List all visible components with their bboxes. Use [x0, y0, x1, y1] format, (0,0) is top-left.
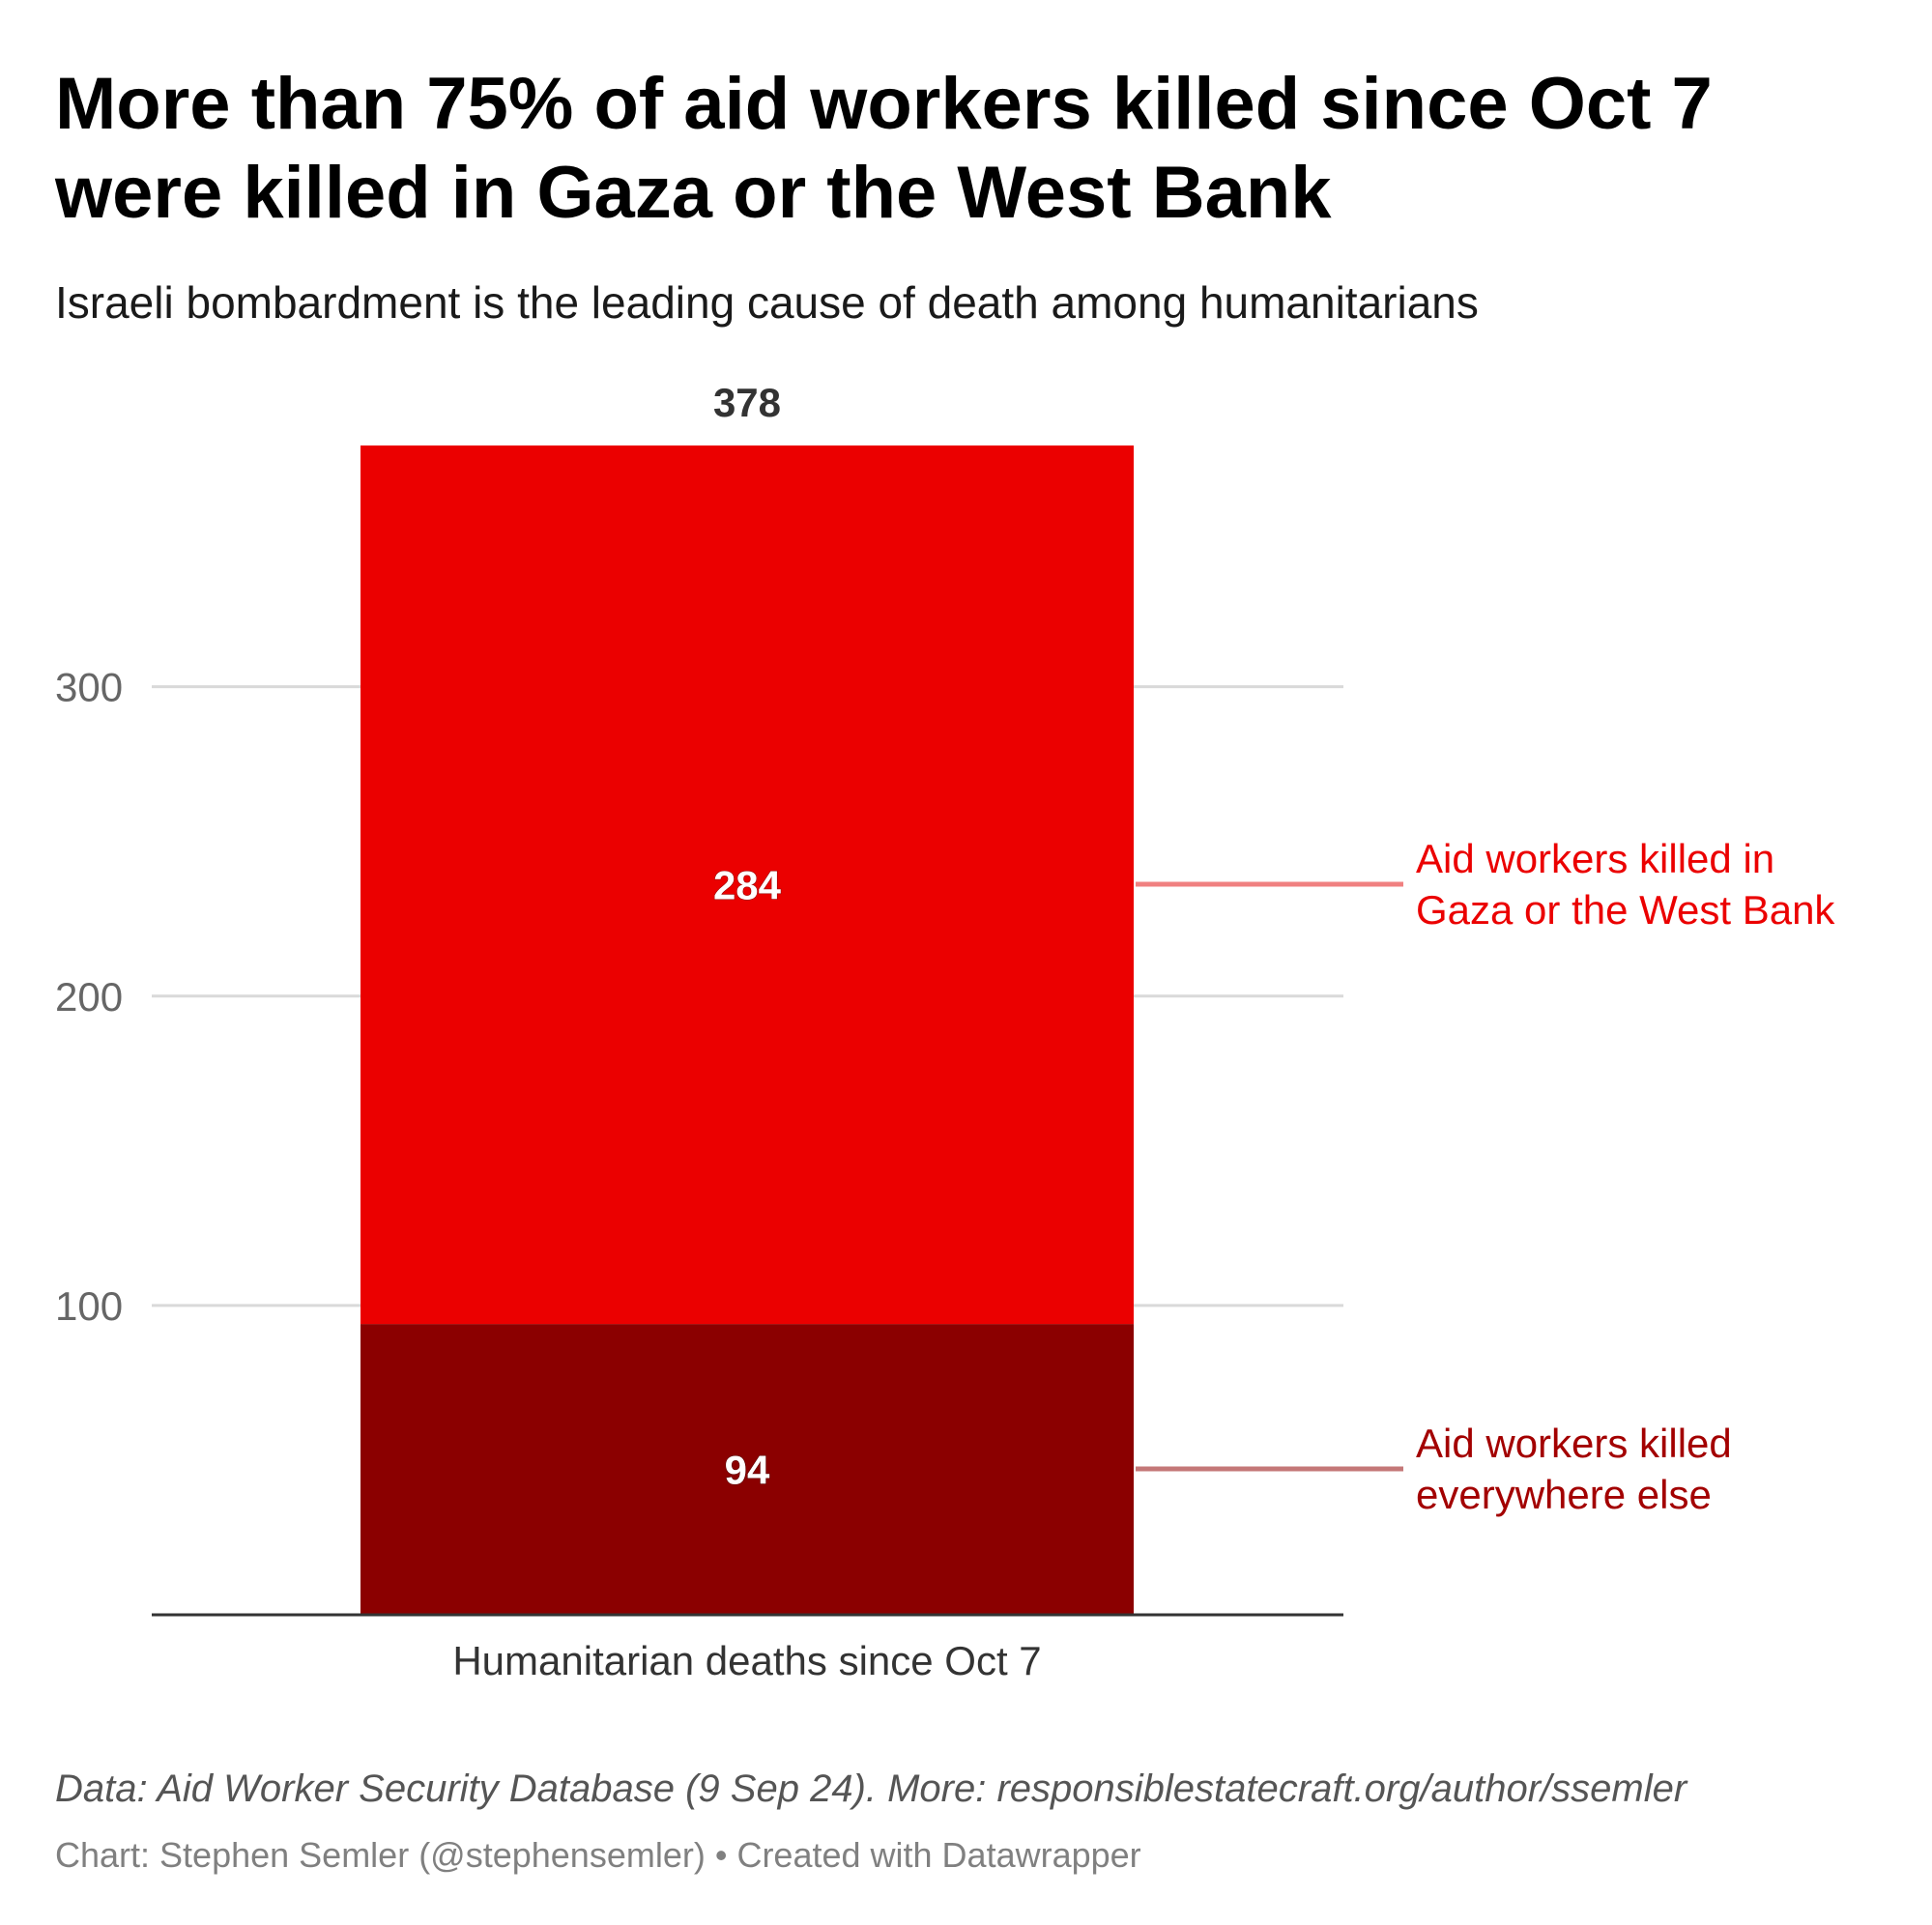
bar-value-label: 284	[713, 863, 782, 908]
series-label-line: Aid workers killed	[1416, 1421, 1732, 1466]
data-source-note: Data: Aid Worker Security Database (9 Se…	[55, 1767, 1687, 1810]
bar-total-label: 378	[713, 380, 781, 425]
y-tick-label: 200	[55, 974, 123, 1020]
bar-value-label: 94	[725, 1448, 770, 1493]
series-label-line: everywhere else	[1416, 1472, 1712, 1517]
y-tick-label: 100	[55, 1283, 123, 1329]
series-label-line: Gaza or the West Bank	[1416, 887, 1835, 933]
series-label: Aid workers killed in Gaza or the West Ba…	[1416, 836, 1835, 933]
series-label: Aid workers killed everywhere else	[1416, 1421, 1732, 1517]
series-label-line: Aid workers killed in	[1416, 836, 1774, 881]
bar-segment-everywhere-else	[360, 1324, 1134, 1615]
y-tick-label: 300	[55, 665, 123, 710]
chart-title: More than 75% of aid workers killed sinc…	[55, 63, 1713, 234]
x-category-label: Humanitarian deaths since Oct 7	[452, 1638, 1041, 1683]
chart-subtitle: Israeli bombardment is the leading cause…	[55, 277, 1479, 328]
bar-segment-gaza-west-bank	[360, 445, 1134, 1325]
chart-credit: Chart: Stephen Semler (@stephensemler) •…	[55, 1835, 1141, 1875]
